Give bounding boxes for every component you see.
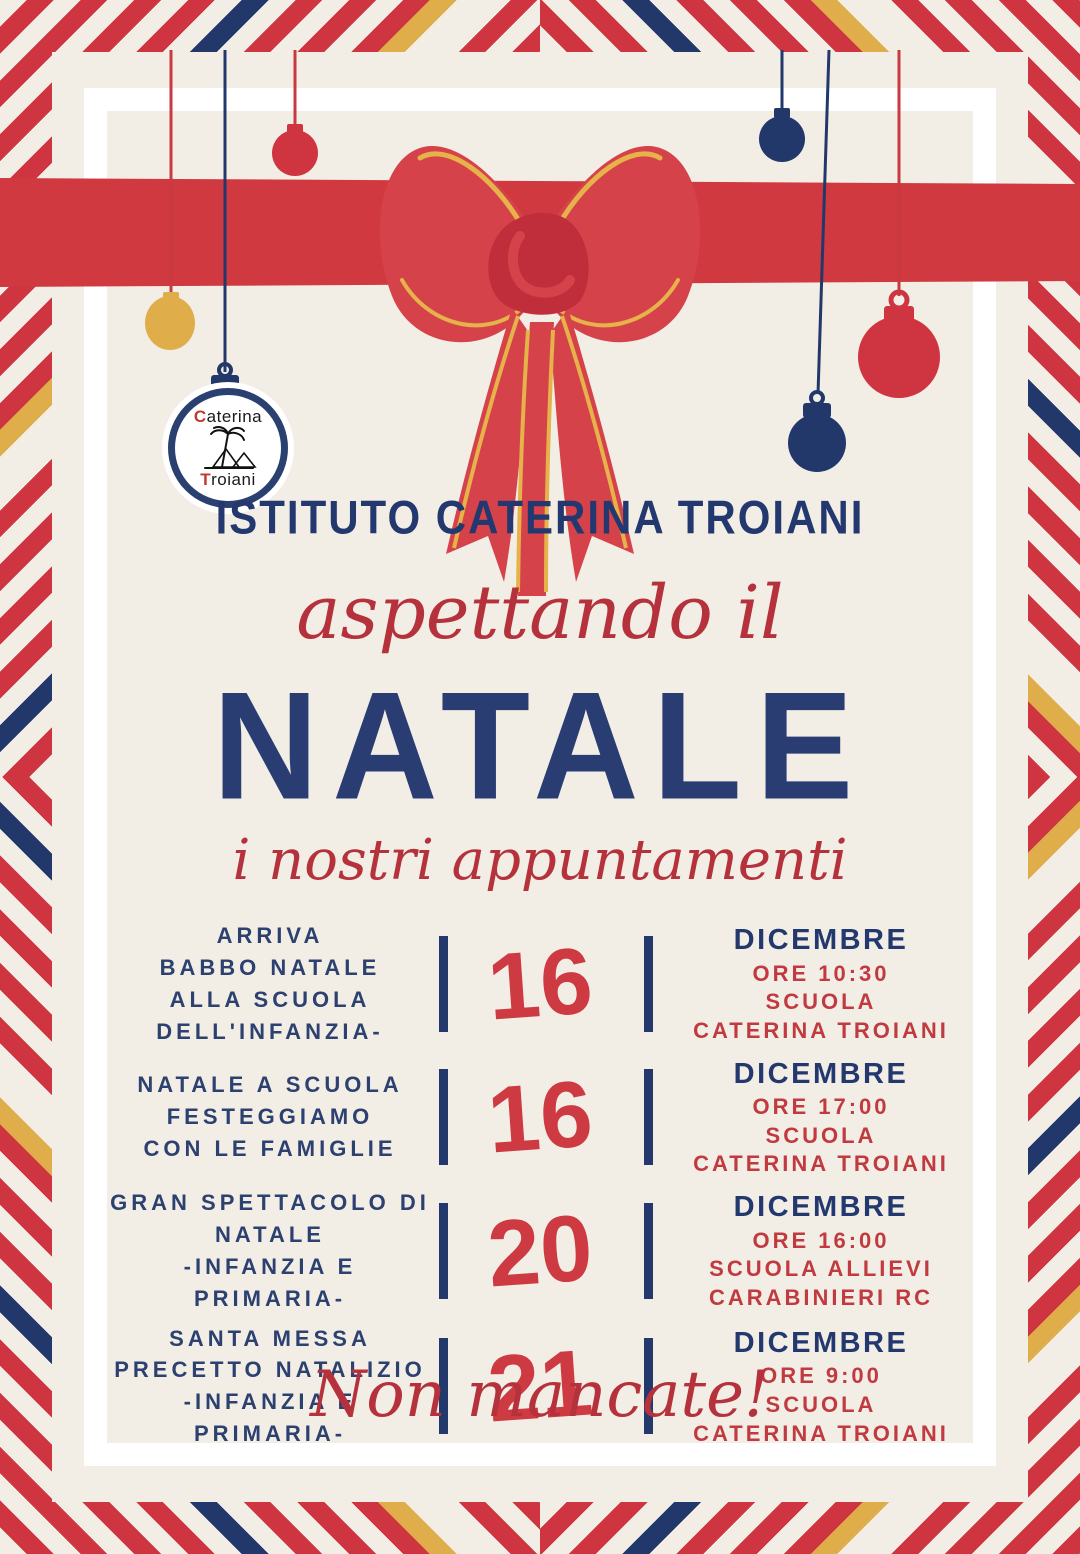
- event-description-line: CON LE FAMIGLIE: [143, 1136, 397, 1162]
- event-description-line: ARRIVA: [216, 923, 324, 948]
- event-details: DICEMBRE ORE 17:00 SCUOLA CATERINA TROIA…: [672, 1056, 970, 1179]
- logo-ornament-cap: [211, 375, 239, 392]
- ribbon-bow-graphic: [370, 108, 710, 613]
- event-day: 16: [484, 927, 596, 1040]
- event-description-line: -INFANZIA E PRIMARIA-: [183, 1389, 357, 1447]
- event-row-1: ARRIVA BABBO NATALE ALLA SCUOLA DELL'INF…: [110, 920, 970, 1048]
- event-row-2: NATALE A SCUOLA FESTEGGIAMO CON LE FAMIG…: [110, 1056, 970, 1179]
- event-month: DICEMBRE: [733, 1191, 909, 1224]
- border-stripes-top-left: [0, 0, 540, 52]
- bow-tail-gold-edge4: [560, 315, 628, 549]
- white-inner-frame: [84, 88, 996, 1466]
- small-red-ornament-ball: [272, 130, 318, 176]
- event-description: GRAN SPETTACOLO DI NATALE -INFANZIA E PR…: [110, 1187, 430, 1315]
- event-detail-line: CATERINA TROIANI: [693, 1420, 949, 1446]
- event-detail-line: CARABINIERI RC: [708, 1284, 934, 1310]
- event-description-line: NATALE A SCUOLA: [137, 1072, 403, 1098]
- divider-bar: [438, 935, 448, 1032]
- events-list: ARRIVA BABBO NATALE ALLA SCUOLA DELL'INF…: [110, 920, 970, 1458]
- border-stripes-left-bottom: [0, 777, 52, 1502]
- event-description: NATALE A SCUOLA FESTEGGIAMO CON LE FAMIG…: [110, 1069, 430, 1165]
- event-description-line: PRECETTO NATALIZIO: [114, 1357, 426, 1383]
- border-stripes-bottom-right: [540, 1502, 1080, 1554]
- event-day: 20: [484, 1194, 596, 1307]
- big-red-ornament-ball: [858, 316, 940, 398]
- event-day: 16: [484, 1060, 596, 1173]
- divider-bar: [438, 1338, 448, 1435]
- event-description-line: DELL'INFANZIA-: [156, 1018, 384, 1044]
- long-navy-ornament-ball: [788, 414, 846, 472]
- navy-ornament-cap: [774, 108, 790, 118]
- closing-message: Non mancate!: [310, 1358, 770, 1432]
- event-detail-line: SCUOLA: [765, 1391, 877, 1417]
- divider-bar: [643, 935, 653, 1032]
- bow-tail-gold-edge3: [452, 315, 520, 549]
- event-detail-line: CATERINA TROIANI: [693, 1151, 949, 1177]
- event-detail-line: SCUOLA ALLIEVI: [709, 1256, 933, 1282]
- logo-text-line1: Caterina: [193, 407, 263, 426]
- bow-tail-gold-edge1: [516, 329, 530, 593]
- bow-right-tail: [550, 308, 634, 582]
- divider-bar: [438, 1069, 448, 1166]
- border-stripes-right-top: [1028, 52, 1080, 777]
- institute-title: ISTITUTO CATERINA TROIANI: [215, 491, 865, 544]
- event-row-4: SANTA MESSA PRECETTO NATALIZIO -INFANZIA…: [110, 1323, 970, 1451]
- event-month: DICEMBRE: [733, 1057, 909, 1090]
- event-month: DICEMBRE: [733, 1326, 909, 1359]
- event-description-line: ALLA SCUOLA: [169, 986, 371, 1012]
- event-description-line: NATALE: [215, 1221, 325, 1247]
- border-stripes-left-top: [0, 52, 52, 777]
- divider-bar: [438, 1202, 448, 1299]
- big-red-ornament-ring: [888, 289, 910, 311]
- event-description-line: -INFANZIA E PRIMARIA-: [183, 1253, 357, 1311]
- divider-bar: [643, 1069, 653, 1166]
- event-details: DICEMBRE ORE 10:30 SCUOLA CATERINA TROIA…: [672, 922, 970, 1045]
- event-description: ARRIVA BABBO NATALE ALLA SCUOLA DELL'INF…: [110, 920, 430, 1048]
- string-long-navy-ball: [816, 49, 831, 395]
- bow-left-gold-accent: [417, 151, 525, 229]
- divider-bar: [643, 1202, 653, 1299]
- poster-title: NATALE: [212, 659, 868, 832]
- event-detail-line: SCUOLA: [765, 989, 877, 1015]
- bow-left-tail: [446, 308, 530, 582]
- event-row-3: GRAN SPETTACOLO DI NATALE -INFANZIA E PR…: [110, 1187, 970, 1315]
- school-logo-ornament: Caterina Troiani: [168, 388, 288, 508]
- bow-right-gold-accent: [555, 151, 663, 229]
- bow-right-gold-accent2: [556, 278, 680, 328]
- event-detail-line: ORE 9:00: [760, 1363, 882, 1389]
- script-intro: aspettando il: [296, 570, 784, 656]
- event-month: DICEMBRE: [733, 924, 909, 957]
- event-details: DICEMBRE ORE 9:00 SCUOLA CATERINA TROIAN…: [672, 1325, 970, 1448]
- bow-left-gold-accent2: [400, 278, 524, 328]
- divider-bar: [643, 1338, 653, 1435]
- border-stripes-bottom-left: [0, 1502, 540, 1554]
- long-navy-ornament-cap: [803, 403, 831, 418]
- event-details: DICEMBRE ORE 16:00 SCUOLA ALLIEVI CARABI…: [672, 1189, 970, 1312]
- event-description-line: SANTA MESSA: [169, 1325, 371, 1351]
- palm-tree-drawing: [204, 426, 257, 469]
- event-detail-line: SCUOLA: [765, 1122, 877, 1148]
- logo-text-line2: Troiani: [200, 470, 256, 489]
- event-description-line: FESTEGGIAMO: [166, 1104, 374, 1130]
- event-detail-line: ORE 16:00: [752, 1227, 890, 1253]
- event-detail-line: CATERINA TROIANI: [693, 1017, 949, 1043]
- event-detail-line: ORE 10:30: [752, 960, 890, 986]
- event-description: SANTA MESSA PRECETTO NATALIZIO -INFANZIA…: [110, 1323, 430, 1451]
- script-subtitle: i nostri appuntamenti: [232, 828, 848, 893]
- event-detail-line: ORE 17:00: [752, 1094, 890, 1120]
- event-description-line: GRAN SPETTACOLO DI: [110, 1190, 430, 1216]
- event-description-line: BABBO NATALE: [159, 954, 381, 980]
- bow-knot-highlight: [508, 231, 575, 298]
- small-navy-ornament-ball: [759, 116, 805, 162]
- bow-tail-gold-edge2: [544, 329, 555, 593]
- border-stripes-right-bottom: [1028, 777, 1080, 1502]
- border-stripes-top-right: [540, 0, 1080, 52]
- yellow-ornament-ball: [145, 296, 195, 350]
- navy-ornament-ring: [809, 390, 825, 406]
